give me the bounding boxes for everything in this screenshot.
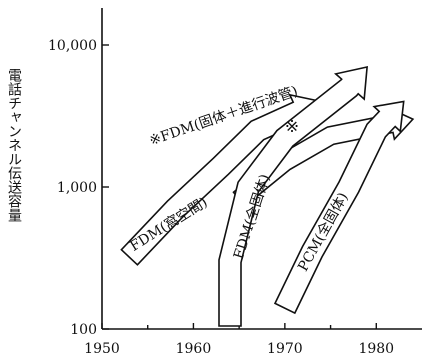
series-arrow <box>273 100 405 315</box>
x-tick-label: 1950 <box>84 341 120 357</box>
series-arrow <box>120 93 323 266</box>
axes <box>101 8 422 330</box>
y-tick-label: 100 <box>70 322 97 338</box>
series-layer <box>120 65 415 327</box>
y-axis-label: 電話チャンネル伝送容量 <box>6 68 22 222</box>
series-label: PCM(全固体) <box>294 189 351 274</box>
annotation-mark: ※ <box>285 117 299 137</box>
x-tick-label: 1980 <box>358 341 394 357</box>
series-arrow <box>218 65 368 327</box>
y-tick-label: 1,000 <box>57 180 97 196</box>
x-tick-label: 1960 <box>176 341 212 357</box>
y-tick-label: 10,000 <box>48 38 97 54</box>
x-tick-label: 1970 <box>267 341 303 357</box>
